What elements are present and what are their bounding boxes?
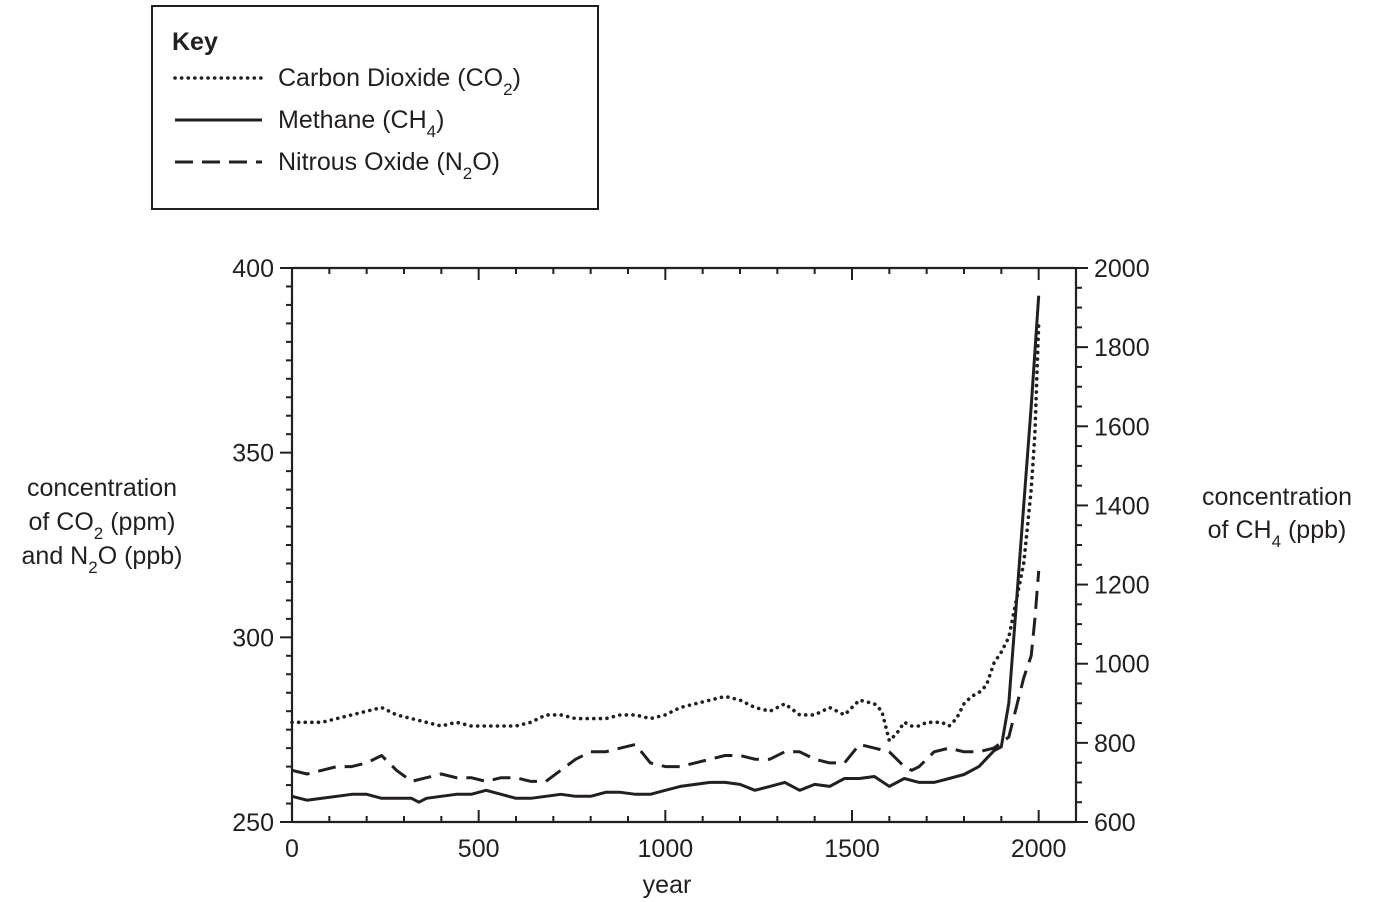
legend: Key Carbon Dioxide (CO2)Methane (CH4)Nit… [151, 5, 599, 210]
left-tick-label: 400 [232, 255, 274, 283]
legend-entry-tail: O) [472, 148, 500, 176]
left-tick-label: 250 [232, 809, 274, 837]
right-tick-label: 800 [1094, 730, 1136, 758]
left-axis-title-line-1-text: of CO [29, 508, 94, 536]
right-axis-title-line-1-subscript: 4 [1272, 532, 1281, 551]
legend-entry-tail: ) [436, 106, 444, 134]
x-tick-label: 1000 [638, 835, 694, 863]
plot-frame [290, 266, 1078, 824]
right-tick-label: 1000 [1094, 651, 1150, 679]
right-axis-title: concentration of CH4 (ppb) [1202, 483, 1352, 551]
left-axis-title-line-0: concentration [27, 474, 177, 502]
x-axis-title: year [643, 871, 692, 899]
legend-entry-text: Carbon Dioxide (CO [278, 64, 503, 92]
left-axis-title-line-2: and N2O (ppb) [22, 542, 183, 577]
right-axis-title-line-0: concentration [1202, 483, 1352, 511]
legend-entry-0: Carbon Dioxide (CO2) [278, 64, 521, 99]
series-line-co2 [290, 321, 1041, 743]
legend-title: Key [172, 28, 218, 56]
legend-entry-tail: ) [513, 64, 521, 92]
right-axis-title-line-1-tail: (ppb) [1281, 516, 1346, 544]
right-tick-label: 1600 [1094, 413, 1150, 441]
right-axis-title-line-1-text: of CH [1208, 516, 1272, 544]
x-axis: 0 500 1000 1500 2000 [285, 268, 1077, 863]
left-axis-title-line-0-text: concentration [27, 474, 177, 502]
right-y-axis: 600 800 1000 1200 1400 1600 1800 2000 [1076, 255, 1150, 837]
left-axis-title-line-1-tail: (ppm) [103, 508, 175, 536]
legend-entry-1: Methane (CH4) [278, 106, 444, 141]
left-axis-title-line-1-subscript: 2 [94, 524, 103, 543]
series-layer [290, 295, 1041, 804]
right-tick-label: 2000 [1094, 255, 1150, 283]
left-tick-label: 350 [232, 440, 274, 468]
left-axis-title-line-2-text: and N [22, 542, 89, 570]
left-tick-label: 300 [232, 624, 274, 652]
x-tick-label: 1500 [824, 835, 880, 863]
series-line-ch4 [291, 295, 1041, 804]
series-line-n2o [291, 570, 1041, 783]
legend-entry-subscript: 2 [503, 80, 512, 99]
right-tick-label: 600 [1094, 809, 1136, 837]
right-tick-label: 1200 [1094, 572, 1150, 600]
left-axis-title-line-2-subscript: 2 [88, 558, 97, 577]
legend-entry-text: Methane (CH [278, 106, 427, 134]
right-axis-title-line-0-text: concentration [1202, 483, 1352, 511]
legend-entry-subscript: 4 [427, 122, 436, 141]
left-axis-title-line-1: of CO2 (ppm) [29, 508, 176, 543]
left-y-axis: 250 300 350 400 [232, 255, 292, 837]
legend-entry-subscript: 2 [463, 164, 472, 183]
legend-entry-text: Nitrous Oxide (N [278, 148, 463, 176]
legend-box [151, 5, 599, 210]
right-tick-label: 1800 [1094, 334, 1150, 362]
right-tick-label: 1400 [1094, 492, 1150, 520]
legend-entry-2: Nitrous Oxide (N2O) [278, 148, 500, 183]
x-tick-label: 500 [458, 835, 500, 863]
x-tick-label: 2000 [1011, 835, 1067, 863]
x-tick-label: 0 [285, 835, 299, 863]
left-axis-title-line-2-tail: O (ppb) [98, 542, 183, 570]
right-axis-title-line-1: of CH4 (ppb) [1208, 516, 1347, 551]
